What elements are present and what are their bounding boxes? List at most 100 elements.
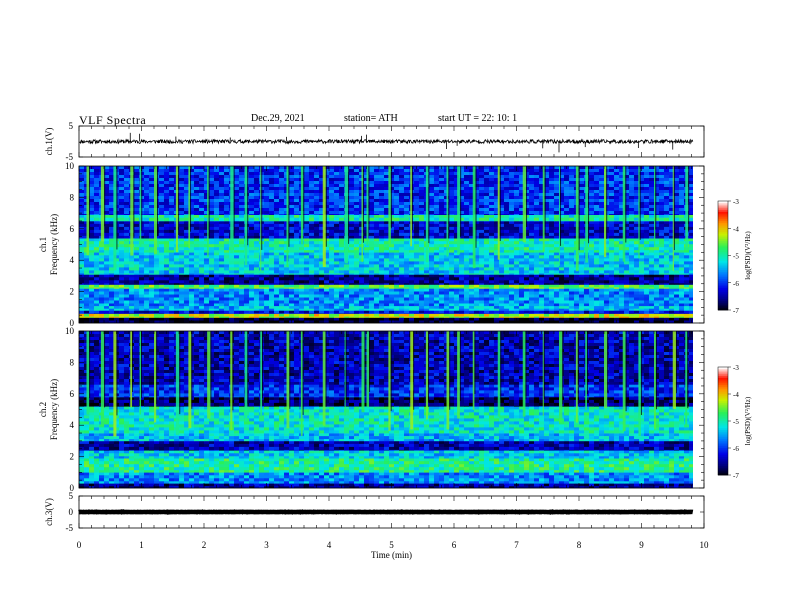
ch2-spectrogram-impulse xyxy=(188,331,191,428)
ch2-spectrogram-band xyxy=(79,433,693,441)
ch2-spectrogram-impulse xyxy=(301,331,303,436)
ch2-spectrogram-impulse xyxy=(585,331,587,410)
ch1-spectrogram-impulse xyxy=(101,166,104,241)
ch2-spectrogram-impulse xyxy=(576,331,578,423)
ch1-spectrogram-impulse xyxy=(426,166,429,262)
ch1-spectrogram-colorbar-tick-label: -5 xyxy=(733,253,739,261)
ch1-spectrogram-impulse-dark xyxy=(688,166,689,232)
ch1-spectrogram-impulse xyxy=(260,166,261,271)
ch1-spectrogram-impulse xyxy=(154,166,157,254)
ch1-spectrogram-impulse xyxy=(388,166,391,244)
ch1-spectrogram-ytick-label: 2 xyxy=(70,287,75,297)
ch1-spectrogram-impulse xyxy=(130,166,133,256)
ch1-spectrogram-impulse-dark xyxy=(428,166,429,243)
ch1-spectrogram-band xyxy=(79,285,693,289)
ch1-spectrogram-impulse-dark xyxy=(391,166,392,228)
x-tick-label: 4 xyxy=(327,540,332,550)
ch2-spectrogram-impulse-dark xyxy=(326,331,327,407)
ch2-spectrogram-colorbar-tick-label: -6 xyxy=(733,445,739,453)
ch2-spectrogram-impulse xyxy=(154,331,156,423)
ch2-spectrogram-impulse xyxy=(140,331,141,415)
ch1-spectrogram-impulse xyxy=(230,166,233,253)
ch2-spectrogram-impulse xyxy=(543,331,544,416)
ch1-spectrogram-impulse xyxy=(473,166,476,268)
ch1-spectrogram-impulse-dark xyxy=(116,166,117,249)
ch2-spectrogram-colorbar-tick-label: -7 xyxy=(733,472,739,480)
ch2-spectrogram-band xyxy=(79,384,693,397)
ch2-spectrogram-impulse-dark xyxy=(156,331,157,404)
ch2-spectrogram-impulse-dark xyxy=(303,331,304,415)
ch2-spectrogram-impulse-dark xyxy=(626,331,627,411)
ch2-spectrogram-impulse-dark xyxy=(578,331,579,404)
ch1-spectrogram-impulse-dark xyxy=(448,166,449,238)
ch2-spectrogram-impulse-dark xyxy=(179,331,180,414)
ch2-spectrogram-impulse xyxy=(362,331,365,412)
ch1-spectrogram-impulse xyxy=(523,166,526,242)
ch2-spectrogram-image xyxy=(79,331,693,488)
ch1-spectrogram-impulse xyxy=(559,166,560,266)
ch2-spectrogram-impulse-dark xyxy=(104,331,105,407)
ch1-waveform-panel: 5-5ch.1(V) xyxy=(44,121,704,162)
ch1-spectrogram-colorbar-label: log(PSD)(V²/Hz) xyxy=(744,231,752,280)
ch2-spectrogram-impulse-dark xyxy=(116,331,117,415)
ch1-spectrogram-impulse xyxy=(323,166,326,267)
ch1-spectrogram-band xyxy=(79,310,693,313)
ch2-spectrogram-impulse-dark xyxy=(641,331,642,415)
ch1-spectrogram-ytick-label: 6 xyxy=(70,224,75,234)
ch2-spectrogram-impulse xyxy=(685,331,687,427)
ch2-spectrogram-ytick-label: 2 xyxy=(70,452,75,462)
ch1-spectrogram-impulse xyxy=(113,166,116,270)
ch1-spectrogram-band xyxy=(79,166,693,215)
ch1-spectrogram-impulse-dark xyxy=(412,166,413,230)
ch2-spectrogram-impulse xyxy=(473,331,475,410)
ch2-spectrogram-impulse xyxy=(207,331,210,419)
ch1-spectrogram-band xyxy=(79,238,693,252)
ch2-spectrogram-impulse xyxy=(323,331,326,426)
ch1-spectrogram-impulse-dark xyxy=(545,166,546,235)
ch1-spectrogram-colorbar-tick-label: -7 xyxy=(733,307,739,315)
ch1-spectrogram-impulse xyxy=(207,166,209,257)
ch2-spectrogram-impulse xyxy=(410,331,413,429)
ch1-spectrogram-ytick-label: 8 xyxy=(70,192,75,202)
x-axis-label: Time (min) xyxy=(371,550,412,560)
ch2-spectrogram-impulse-dark xyxy=(676,331,677,393)
ch2-spectrogram-colorbar-tick-label: -5 xyxy=(733,418,739,426)
ch1-spectrogram-impulse xyxy=(287,166,289,267)
vlf-spectra-figure: 5-5ch.1(V)0246810ch.1 Frequency (kHz)-3-4… xyxy=(0,0,792,612)
ch2-spectrogram-ytick-label: 6 xyxy=(70,389,75,399)
ch1-spectrogram-ytick-label: 4 xyxy=(70,255,75,265)
ch1-spectrogram-impulse xyxy=(498,166,500,260)
ch1-spectrogram-impulse-dark xyxy=(560,166,561,246)
ch2-spectrogram-impulse xyxy=(245,331,248,422)
ch1-spectrogram-impulse-dark xyxy=(655,166,656,230)
ch1-spectrogram-impulse-dark xyxy=(526,166,527,227)
ch1-waveform-ytick-label: 5 xyxy=(69,121,74,131)
x-tick-label: 0 xyxy=(77,540,82,550)
ch2-spectrogram-impulse-dark xyxy=(262,331,263,398)
ch3-waveform-ytick-label: 0 xyxy=(69,507,74,517)
ch2-spectrogram-impulse-dark xyxy=(191,331,192,409)
ch2-spectrogram-impulse xyxy=(388,331,390,431)
ch2-spectrogram-impulse xyxy=(367,331,370,407)
ch2-spectrogram-impulse xyxy=(559,331,562,423)
ch2-spectrogram-band xyxy=(79,397,693,407)
ch1-spectrogram-impulse-dark xyxy=(234,166,235,236)
x-tick-label: 8 xyxy=(577,540,582,550)
ch1-spectrogram-impulse-dark xyxy=(190,166,191,232)
ch2-spectrogram-impulse-dark xyxy=(607,331,608,393)
ch3-waveform-ylabel: ch.3(V) xyxy=(44,498,54,526)
ch1-spectrogram-band xyxy=(79,306,693,311)
ch1-spectrogram-impulse-dark xyxy=(303,166,304,229)
ch3-waveform-ytick-label: 5 xyxy=(69,491,74,501)
ch2-spectrogram-impulse xyxy=(426,331,428,419)
ch1-spectrogram-impulse-dark xyxy=(363,166,364,243)
ch2-spectrogram-impulse-dark xyxy=(141,331,142,398)
ch1-spectrogram-impulse xyxy=(140,166,142,247)
ch1-spectrogram-band xyxy=(79,221,693,239)
ch1-spectrogram-impulse-dark xyxy=(133,166,134,238)
ch1-spectrogram-band xyxy=(79,252,693,274)
ch2-spectrogram-impulse-dark xyxy=(232,331,233,410)
